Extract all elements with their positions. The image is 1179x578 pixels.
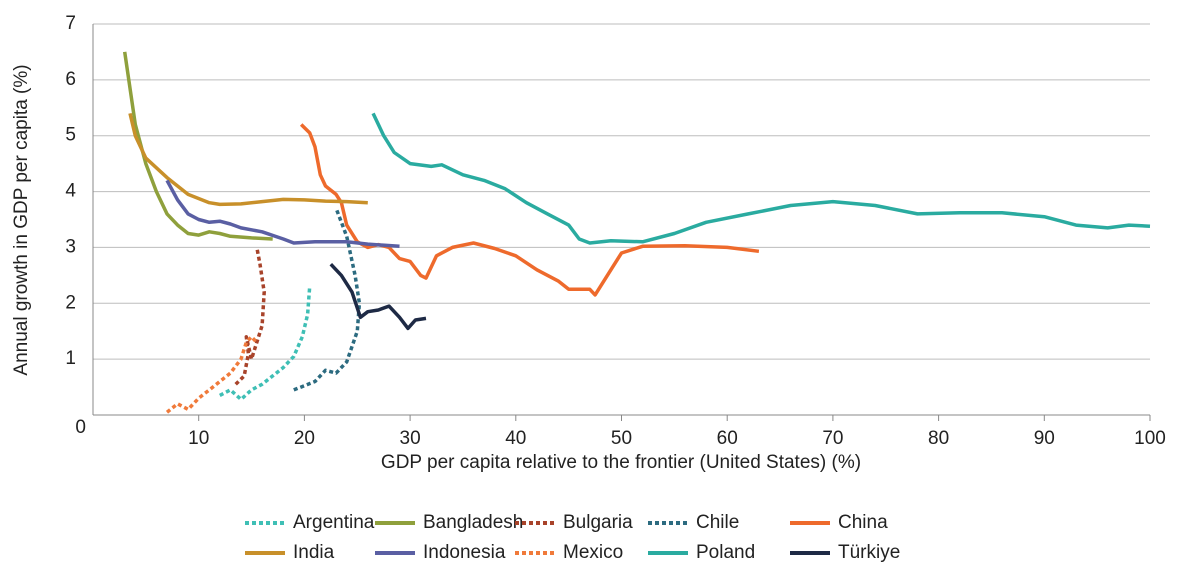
x-tick-label: 70 [822,428,843,449]
x-tick-label: 10 [188,428,209,449]
x-tick-label: 50 [611,428,632,449]
y-tick-label: 6 [65,69,76,90]
series-line [122,51,273,241]
series-line [234,247,266,386]
legend-label: Argentina [293,512,375,533]
legend-label: Mexico [563,542,623,563]
y-tick-label: 7 [65,13,76,34]
x-tick-label: 60 [717,428,738,449]
legend-label: Türkiye [838,542,900,563]
legend-label: Bangladesh [423,512,523,533]
x-tick-label: 80 [928,428,949,449]
x-tick-label: 90 [1034,428,1055,449]
legend-label: Bulgaria [563,512,633,533]
series-line [329,262,427,331]
x-tick-label: 100 [1134,428,1166,449]
y-tick-label: 3 [65,236,76,257]
y-tick-label: 0 [75,417,86,438]
y-tick-label: 5 [65,125,76,146]
legend-label: China [838,512,888,533]
y-tick-label: 1 [65,348,76,369]
legend-label: Chile [696,512,739,533]
y-tick-label: 2 [65,292,76,313]
series-line [165,335,259,414]
series-line [299,123,760,297]
legend-label: India [293,542,335,563]
x-tick-label: 40 [505,428,526,449]
series-line [218,286,312,402]
y-axis-label: Annual growth in GDP per capita (%) [11,64,32,375]
series-line [128,112,368,207]
series-line [293,207,362,392]
y-tick-label: 4 [65,181,76,202]
series-line [371,112,1151,245]
series-line [165,179,400,249]
x-axis-label: GDP per capita relative to the frontier … [381,452,861,473]
legend-label: Poland [696,542,755,563]
x-tick-label: 30 [400,428,421,449]
x-tick-label: 20 [294,428,315,449]
legend-label: Indonesia [423,542,506,563]
